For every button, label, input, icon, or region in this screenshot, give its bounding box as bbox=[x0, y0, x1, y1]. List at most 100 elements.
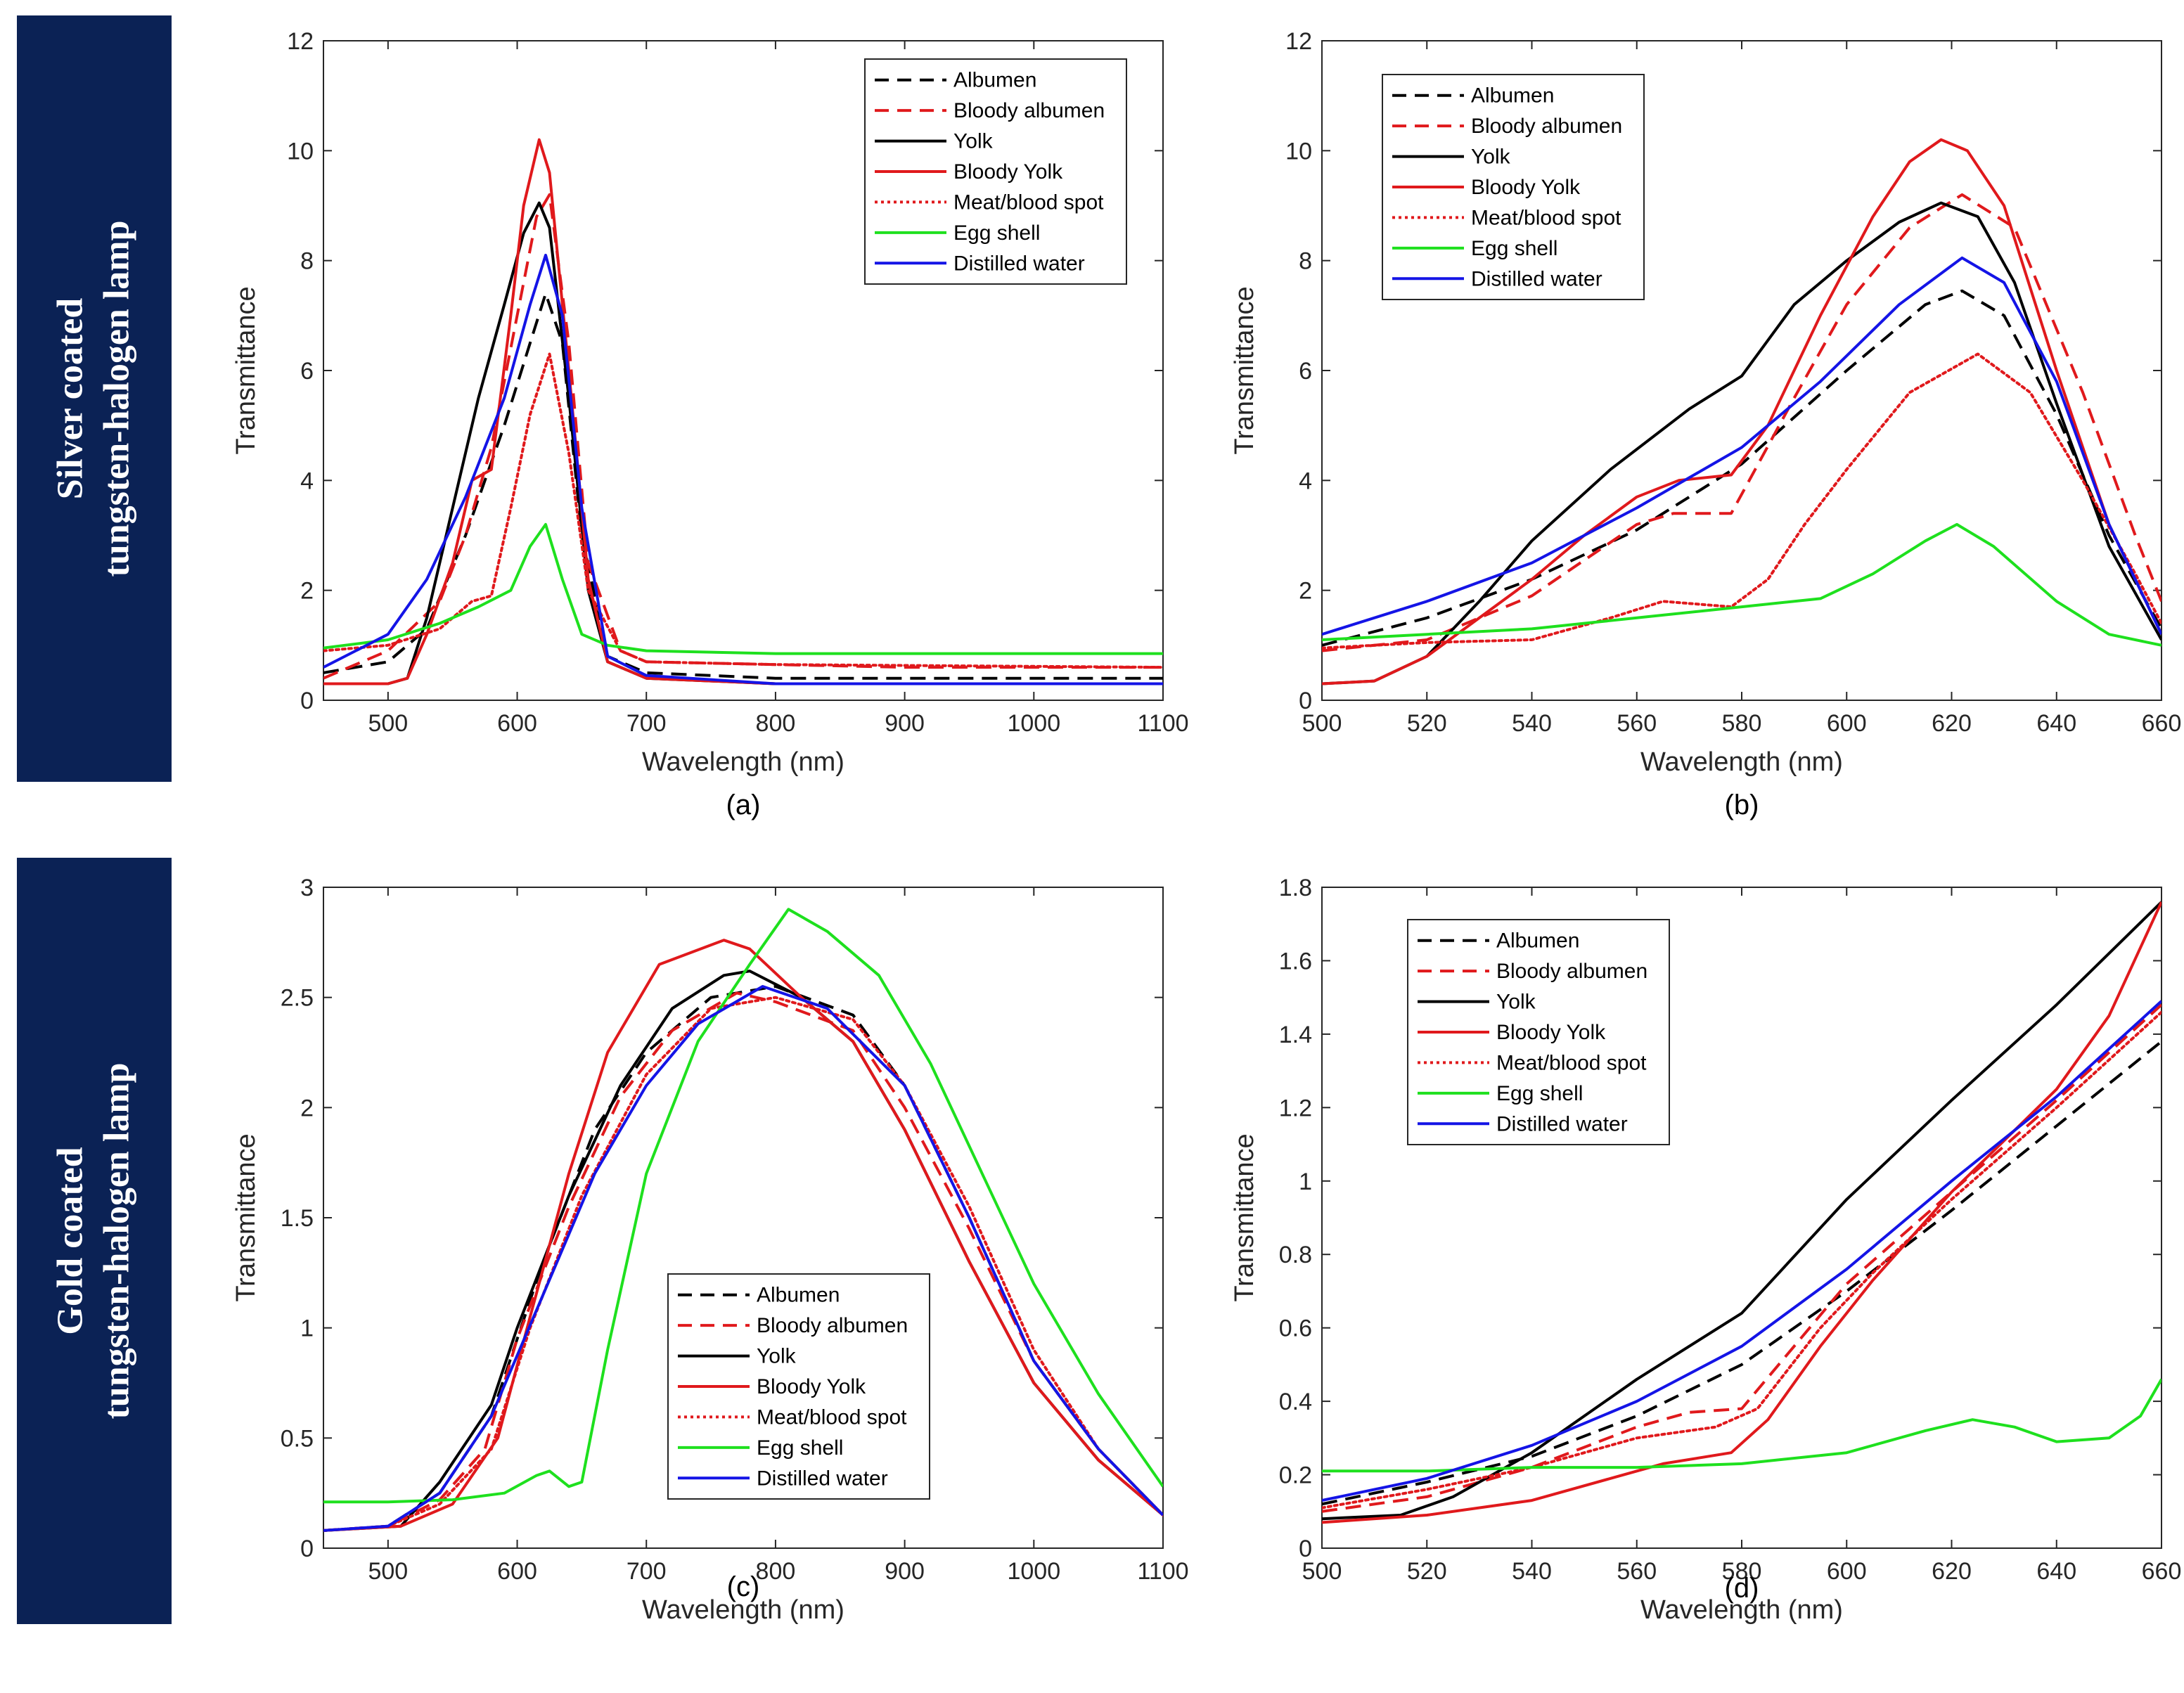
chart-b-legend-label-egg-shell: Egg shell bbox=[1471, 237, 1557, 260]
chart-b: 500 520 540 560 580 600 620 640 660 0 2 4 6 8 10 12 Wave… bbox=[1230, 28, 2181, 820]
chart-d-ytick-label: 1.8 bbox=[1279, 875, 1312, 901]
chart-c-xtick-label: 900 bbox=[885, 1558, 925, 1585]
chart-d-legend-label-meat-blood-spot: Meat/blood spot bbox=[1496, 1051, 1647, 1074]
row-label-gold-line2: tungsten-halogen lamp bbox=[97, 1062, 138, 1420]
chart-b-xtick-label: 620 bbox=[1932, 710, 1972, 737]
chart-a-ytick-label: 4 bbox=[300, 468, 314, 494]
chart-b-ytick-label: 10 bbox=[1285, 138, 1312, 165]
chart-d-legend-label-bloody-yolk: Bloody Yolk bbox=[1496, 1021, 1606, 1044]
row-label-silver: Silver coated tungsten-halogen lamp bbox=[17, 15, 172, 782]
chart-a: 500 600 700 800 900 1000 1100 0 2 4 6 8 10 12 Waveleng… bbox=[231, 28, 1189, 820]
chart-b-xtick-label: 540 bbox=[1512, 710, 1552, 737]
chart-b-xtick-label: 580 bbox=[1722, 710, 1762, 737]
chart-c-xtick-label: 800 bbox=[756, 1558, 796, 1585]
chart-a-xtick-label: 800 bbox=[756, 710, 796, 737]
chart-b-ytick-label: 0 bbox=[1299, 688, 1312, 714]
chart-c-line-bloody-yolk bbox=[323, 939, 1163, 1532]
chart-b-line-albumen bbox=[1322, 289, 2161, 647]
chart-b-ytick-label: 8 bbox=[1299, 248, 1312, 275]
chart-d-ytick-label: 0 bbox=[1299, 1536, 1312, 1562]
row-label-gold-line1: Gold coated bbox=[51, 1147, 91, 1335]
chart-d-xlabel: Wavelength (nm) bbox=[1640, 1595, 1843, 1625]
chart-b-line-bloody-albumen bbox=[1322, 193, 2161, 652]
chart-d-ytick-label: 0.6 bbox=[1279, 1315, 1312, 1342]
chart-c-xtick-label: 600 bbox=[497, 1558, 537, 1585]
chart-c-legend-label-bloody-yolk: Bloody Yolk bbox=[757, 1375, 866, 1398]
chart-a-legend-label-bloody-yolk: Bloody Yolk bbox=[953, 160, 1063, 184]
chart-b-caption: (b) bbox=[1725, 790, 1759, 820]
chart-a-legend-label-yolk: Yolk bbox=[953, 130, 994, 153]
chart-a-line-bloody-albumen bbox=[323, 193, 1163, 680]
chart-d-caption: (d) bbox=[1725, 1573, 1759, 1604]
chart-c-ytick-label: 0.5 bbox=[281, 1425, 314, 1452]
chart-b-xtick-label: 600 bbox=[1827, 710, 1867, 737]
chart-d-xtick-label: 520 bbox=[1407, 1558, 1447, 1585]
chart-a-legend-label-albumen: Albumen bbox=[953, 69, 1036, 92]
chart-d-line-meat-blood-spot bbox=[1322, 1010, 2161, 1509]
chart-d-ytick-label: 0.4 bbox=[1279, 1389, 1312, 1415]
chart-a-ytick-label: 6 bbox=[300, 358, 314, 385]
chart-a-line-egg-shell bbox=[323, 522, 1163, 655]
chart-b-line-meat-blood-spot bbox=[1322, 352, 2161, 650]
chart-a-line-bloody-yolk bbox=[323, 138, 1163, 685]
chart-b-ytick-label: 2 bbox=[1299, 578, 1312, 605]
chart-d-legend-label-bloody-albumen: Bloody albumen bbox=[1496, 960, 1647, 983]
chart-c-ytick-label: 2.5 bbox=[281, 985, 314, 1012]
chart-a-xtick-label: 500 bbox=[368, 710, 408, 737]
chart-b-xlabel: Wavelength (nm) bbox=[1640, 747, 1843, 777]
chart-a-xlabel: Wavelength (nm) bbox=[642, 747, 844, 777]
chart-d-legend-label-distilled-water: Distilled water bbox=[1496, 1112, 1628, 1135]
chart-d-ytick-label: 1 bbox=[1299, 1169, 1312, 1195]
chart-a-ytick-label: 10 bbox=[287, 138, 314, 165]
chart-d-xtick-label: 640 bbox=[2036, 1558, 2076, 1585]
chart-a-line-meat-blood-spot bbox=[323, 352, 1163, 669]
row-label-gold: Gold coated tungsten-halogen lamp bbox=[17, 858, 172, 1624]
chart-b-ytick-label: 12 bbox=[1285, 28, 1312, 55]
chart-d: 500 520 540 560 580 600 620 640 660 0 0.2 0.4 0.6 0.8… bbox=[1230, 875, 2181, 1625]
chart-d-ylabel: Transmittance bbox=[1230, 1133, 1259, 1301]
chart-b-xtick-label: 500 bbox=[1302, 710, 1342, 737]
chart-a-xtick-label: 700 bbox=[627, 710, 667, 737]
chart-a-legend-label-bloody-albumen: Bloody albumen bbox=[953, 99, 1105, 122]
chart-b-ytick-label: 4 bbox=[1299, 468, 1312, 494]
chart-d-xtick-label: 580 bbox=[1722, 1558, 1762, 1585]
chart-b-legend-label-bloody-yolk: Bloody Yolk bbox=[1471, 176, 1581, 199]
chart-b-legend-label-yolk: Yolk bbox=[1471, 146, 1511, 169]
chart-d-ytick-label: 0.8 bbox=[1279, 1242, 1312, 1268]
chart-c-legend-label-meat-blood-spot: Meat/blood spot bbox=[757, 1405, 907, 1429]
chart-c-line-distilled-water bbox=[323, 985, 1163, 1532]
chart-d-legend-label-albumen: Albumen bbox=[1496, 929, 1579, 953]
chart-c-ytick-label: 1 bbox=[300, 1315, 314, 1342]
chart-a-xtick-label: 1100 bbox=[1137, 710, 1188, 737]
chart-b-line-distilled-water bbox=[1322, 256, 2161, 636]
chart-c-xtick-label: 1000 bbox=[1007, 1558, 1060, 1585]
chart-b-series-group bbox=[1322, 138, 2161, 685]
chart-c-ytick-label: 1.5 bbox=[281, 1205, 314, 1232]
chart-d-xtick-label: 500 bbox=[1302, 1558, 1342, 1585]
chart-b-legend-label-bloody-albumen: Bloody albumen bbox=[1471, 115, 1622, 138]
chart-c-xtick-label: 1100 bbox=[1137, 1558, 1188, 1585]
row-label-gold-text: Gold coated tungsten-halogen lamp bbox=[48, 1062, 141, 1419]
chart-b-legend-label-meat-blood-spot: Meat/blood spot bbox=[1471, 206, 1621, 229]
chart-a-xtick-label: 900 bbox=[885, 710, 925, 737]
chart-a-ytick-label: 8 bbox=[300, 248, 314, 275]
chart-d-line-yolk bbox=[1322, 901, 2161, 1521]
chart-a-xtick-label: 1000 bbox=[1007, 710, 1060, 737]
chart-a-ytick-label: 12 bbox=[287, 28, 314, 55]
chart-c-ytick-label: 2 bbox=[300, 1095, 314, 1121]
chart-d-xtick-label: 620 bbox=[1932, 1558, 1972, 1585]
chart-c-legend-label-distilled-water: Distilled water bbox=[757, 1467, 888, 1490]
chart-b-xtick-label: 640 bbox=[2036, 710, 2076, 737]
chart-b-ylabel: Transmittance bbox=[1230, 286, 1259, 454]
chart-d-xtick-label: 600 bbox=[1827, 1558, 1867, 1585]
chart-c-caption: (c) bbox=[727, 1571, 760, 1602]
chart-c-xtick-label: 700 bbox=[627, 1558, 667, 1585]
chart-c-line-bloody-albumen bbox=[323, 991, 1163, 1532]
chart-d-line-albumen bbox=[1322, 1040, 2161, 1506]
chart-c-xtick-label: 500 bbox=[368, 1558, 408, 1585]
chart-b-legend-label-albumen: Albumen bbox=[1471, 84, 1554, 108]
chart-d-ytick-label: 1.4 bbox=[1279, 1022, 1312, 1048]
chart-c: 500 600 700 800 900 1000 1100 0 0.5 1 1.5 2 2.5 3 Wave… bbox=[231, 875, 1189, 1625]
chart-c-ylabel: Transmittance bbox=[231, 1133, 261, 1301]
chart-d-ytick-label: 0.2 bbox=[1279, 1462, 1312, 1489]
